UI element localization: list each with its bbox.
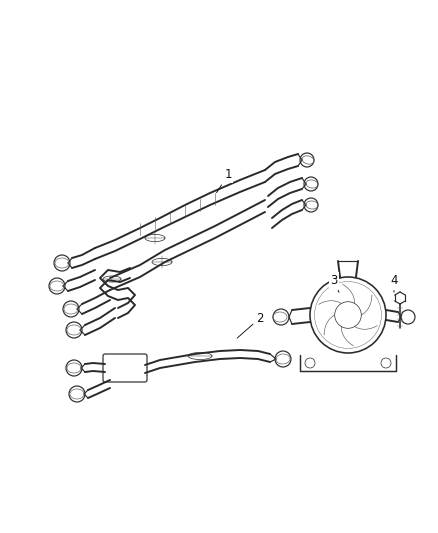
Text: 4: 4	[390, 273, 398, 292]
Text: 1: 1	[216, 168, 232, 192]
FancyBboxPatch shape	[103, 354, 147, 382]
Text: 2: 2	[237, 311, 264, 338]
Text: 3: 3	[330, 273, 339, 293]
